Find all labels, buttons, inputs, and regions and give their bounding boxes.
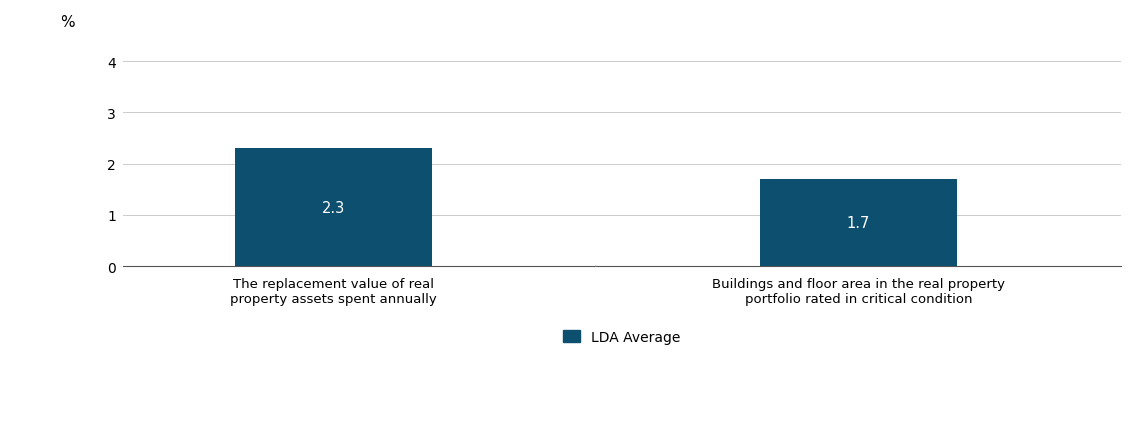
Legend: LDA Average: LDA Average: [558, 325, 686, 350]
Bar: [234, 149, 432, 266]
Text: 1.7: 1.7: [846, 215, 870, 230]
Text: %: %: [60, 15, 75, 30]
Bar: [760, 180, 957, 266]
Text: 2.3: 2.3: [321, 200, 344, 215]
